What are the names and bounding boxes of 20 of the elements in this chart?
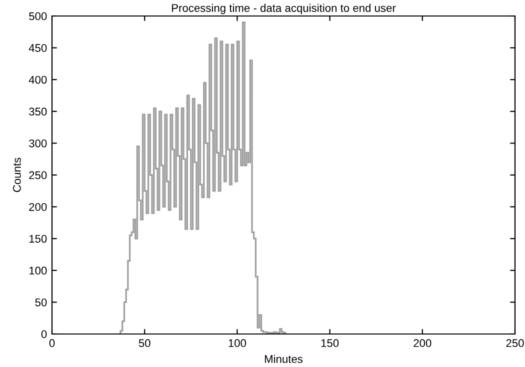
x-axis-title: Minutes [264,354,303,363]
y-tick-label: 150 [29,234,47,243]
x-tick-label: 150 [321,339,339,348]
x-tick-label: 100 [228,339,246,348]
y-tick-label: 100 [29,266,47,275]
y-tick-label: 350 [29,108,47,116]
y-tick-label: 50 [35,298,47,306]
x-tick-label: 250 [506,339,524,348]
y-tick-label: 400 [28,76,47,84]
y-tick-label: 250 [29,171,47,180]
y-tick-label: 500 [29,12,47,20]
y-tick-label: 450 [28,44,47,52]
x-tick-label: 50 [138,339,150,348]
x-tick-label: 200 [414,339,432,348]
x-tick-label: 0 [49,339,55,348]
chart-title: Processing time - data acquisition to end user [172,4,396,14]
y-tick-label: 200 [29,203,47,211]
y-tick-label: 0 [41,330,47,338]
y-tick-label: 300 [29,139,47,148]
y-axis-title: Counts [12,158,21,192]
